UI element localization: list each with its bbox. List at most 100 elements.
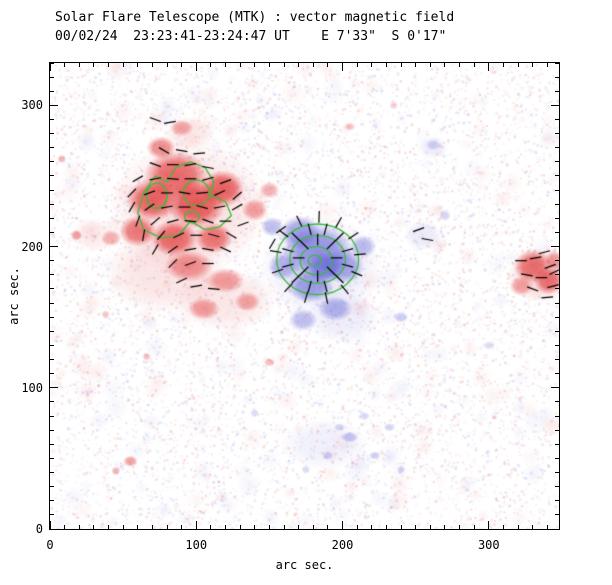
axis-tick [50,133,54,135]
axis-tick [108,63,109,67]
axis-tick [555,147,559,149]
axis-tick [50,62,54,64]
axis-tick [517,525,519,529]
axis-tick [122,63,124,67]
axis-tick [50,387,58,389]
axis-tick [517,63,519,67]
axis-tick [555,344,559,346]
axis-tick [50,429,54,431]
axis-tick [50,359,54,361]
axis-tick [555,373,559,375]
axis-tick [473,525,475,529]
axis-tick [342,63,344,71]
axis-tick [108,525,109,529]
axis-tick [555,288,559,290]
axis-tick [555,514,559,516]
axis-tick [555,457,559,459]
axis-tick [122,525,124,529]
axis-tick [137,525,139,529]
x-tick-label: 100 [185,538,208,552]
axis-tick [555,76,559,78]
axis-tick [181,63,183,67]
axis-tick [444,525,446,529]
axis-tick [50,147,54,149]
axis-tick [555,217,559,219]
axis-tick [50,104,58,106]
magnetogram-canvas [50,63,559,529]
axis-tick [50,288,54,290]
x-tick-label: 0 [46,538,54,552]
axis-tick [502,525,504,529]
axis-tick [555,486,559,488]
axis-tick [555,429,559,431]
axis-tick [444,63,446,67]
axis-tick [356,525,358,529]
axis-tick [298,63,300,67]
axis-tick [385,525,387,529]
axis-tick [151,525,153,529]
axis-tick [551,104,559,106]
axis-tick [50,302,54,304]
axis-tick [555,260,559,262]
axis-tick [50,373,54,375]
figure-subtitle: 00/02/24 23:23:41-23:24:47 UT E 7'33" S … [55,29,447,44]
axis-tick [50,274,54,276]
axis-tick [50,344,54,346]
axis-tick [502,63,504,67]
axis-tick [327,63,329,67]
axis-tick [555,203,559,205]
axis-tick [555,316,559,318]
axis-tick [50,528,58,530]
axis-tick [551,246,559,248]
axis-tick [555,133,559,135]
axis-tick [371,63,373,67]
x-tick-label: 200 [331,538,354,552]
axis-tick [50,231,54,233]
axis-tick [151,63,153,67]
axis-tick [400,63,402,67]
axis-tick [371,525,373,529]
axis-tick [268,63,270,67]
axis-tick [532,525,534,529]
axis-tick [488,63,490,71]
x-axis-label: arc sec. [275,558,334,572]
axis-tick [459,63,461,67]
axis-tick [555,62,559,64]
axis-tick [327,525,329,529]
axis-tick [50,415,54,417]
axis-tick [50,401,54,403]
axis-tick [555,472,559,473]
axis-tick [50,316,54,318]
y-tick-label: 200 [21,239,43,254]
axis-tick [298,525,300,529]
axis-tick [459,525,461,529]
axis-tick [50,76,54,78]
axis-tick [415,63,417,67]
axis-tick [283,525,285,529]
axis-tick [488,521,490,529]
axis-tick [429,525,431,529]
axis-tick [356,63,358,67]
axis-tick [50,500,54,502]
axis-tick [546,63,548,67]
axis-tick [268,525,270,529]
y-tick-label: 300 [21,98,43,113]
y-tick-label: 100 [21,380,43,395]
axis-tick [415,525,417,529]
axis-tick [93,63,95,67]
axis-tick [342,521,344,529]
axis-tick [50,330,54,332]
axis-tick [254,63,256,67]
axis-tick [195,521,197,529]
axis-tick [555,161,559,163]
axis-tick [239,525,241,529]
axis-tick [555,330,559,332]
axis-tick [210,63,212,67]
axis-tick [555,274,559,276]
axis-tick [64,525,66,529]
axis-tick [137,63,139,67]
axis-tick [225,63,227,67]
axis-tick [555,500,559,502]
axis-tick [49,521,51,529]
y-axis-label: arc sec. [7,267,21,325]
